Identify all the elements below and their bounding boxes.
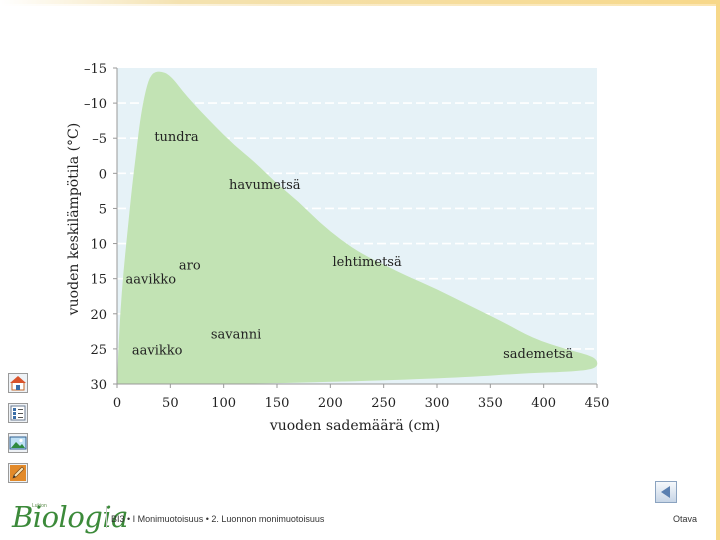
home-icon[interactable] bbox=[8, 373, 28, 393]
y-tick-label: 30 bbox=[90, 378, 107, 393]
y-tick-label: 25 bbox=[90, 343, 107, 358]
y-tick-label: –15 bbox=[84, 62, 107, 77]
y-tick-label: 20 bbox=[90, 308, 107, 323]
x-tick-label: 400 bbox=[531, 396, 556, 411]
biome-label: savanni bbox=[211, 327, 261, 342]
x-axis-label: vuoden sademäärä (cm) bbox=[269, 418, 440, 434]
biome-label: lehtimetsä bbox=[332, 255, 402, 270]
x-tick-label: 0 bbox=[113, 396, 121, 411]
x-tick-label: 150 bbox=[265, 396, 290, 411]
y-axis-label: vuoden keskilämpötila (°C) bbox=[66, 123, 82, 317]
y-tick-label: 15 bbox=[90, 273, 107, 288]
y-axis-ticks: –15 –10 –5 0 5 10 15 20 25 30 bbox=[84, 62, 117, 393]
x-axis-ticks: 0 50 100 150 200 250 300 350 400 450 bbox=[113, 384, 610, 411]
list-icon[interactable] bbox=[8, 403, 28, 423]
y-tick-label: –10 bbox=[84, 97, 107, 112]
triangle-left-icon bbox=[661, 486, 670, 498]
back-button[interactable] bbox=[655, 481, 677, 503]
x-tick-label: 450 bbox=[585, 396, 610, 411]
biome-label: tundra bbox=[154, 130, 199, 145]
y-tick-label: 0 bbox=[99, 167, 107, 182]
breadcrumb: BI3 • I Monimuotoisuus • 2. Luonnon moni… bbox=[111, 514, 325, 524]
publisher-label: Otava bbox=[673, 514, 698, 524]
biome-labels: tundrahavumetsälehtimetsäaroaavikkosavan… bbox=[126, 130, 574, 362]
logo-subtitle: Lukion bbox=[32, 503, 47, 509]
x-tick-label: 350 bbox=[478, 396, 503, 411]
top-border-shadow bbox=[0, 4, 720, 6]
x-tick-label: 200 bbox=[318, 396, 343, 411]
biome-region-area bbox=[117, 71, 598, 385]
right-border bbox=[716, 0, 720, 540]
biome-label: havumetsä bbox=[229, 178, 301, 193]
top-border bbox=[0, 0, 720, 4]
y-tick-label: 5 bbox=[99, 202, 107, 217]
image-icon[interactable] bbox=[8, 433, 28, 453]
biome-label: aavikko bbox=[132, 344, 183, 359]
footer-divider bbox=[106, 506, 107, 528]
y-tick-label: 10 bbox=[90, 238, 107, 253]
x-tick-label: 300 bbox=[425, 396, 450, 411]
biome-label: aavikko bbox=[126, 273, 177, 288]
x-tick-label: 50 bbox=[162, 396, 179, 411]
x-tick-label: 250 bbox=[371, 396, 396, 411]
x-tick-label: 100 bbox=[211, 396, 236, 411]
y-tick-label: –5 bbox=[92, 132, 107, 147]
pencil-icon[interactable] bbox=[8, 463, 28, 483]
biome-label: sademetsä bbox=[503, 347, 573, 362]
biome-label: aro bbox=[179, 259, 201, 274]
logo: Biologia bbox=[12, 500, 128, 534]
